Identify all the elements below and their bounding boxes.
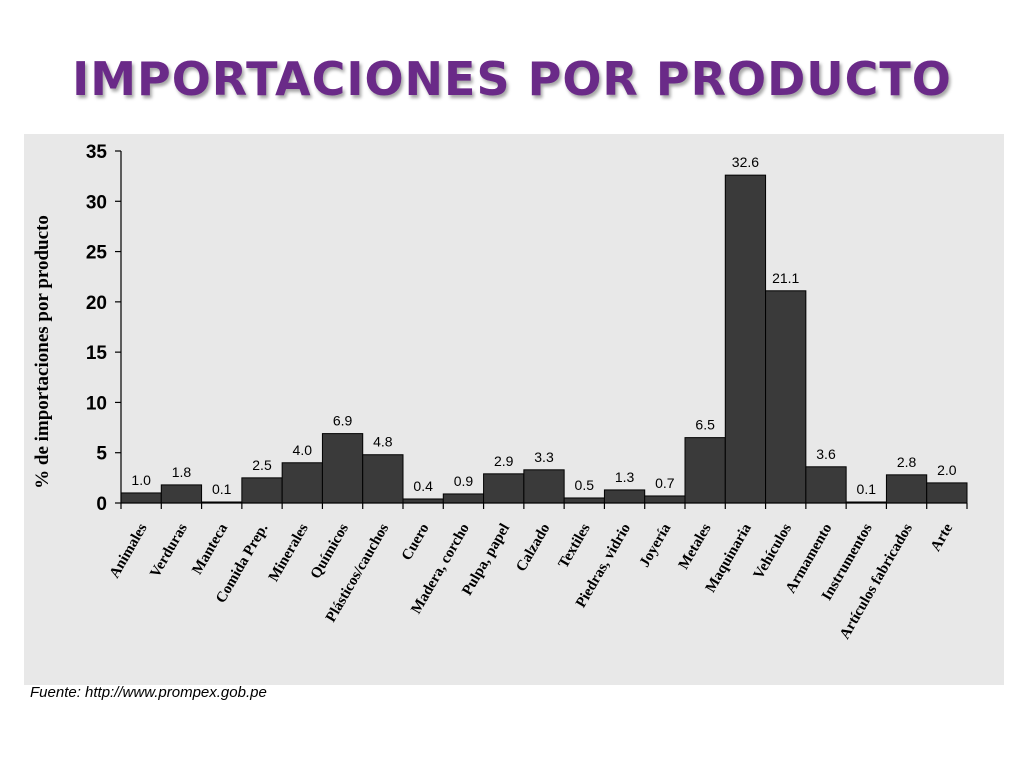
- category-label: Calzado: [513, 521, 553, 574]
- bar-chart: 0 5 10 15 20 25 30 35 1.0 Animales 1.8 Verduras 0.1 M…: [32, 142, 968, 642]
- bar: [241, 477, 283, 504]
- value-label: 3.6: [816, 446, 836, 462]
- value-label: 2.9: [494, 453, 514, 469]
- value-label: 0.9: [454, 473, 474, 489]
- y-tick-label: 15: [86, 343, 108, 364]
- value-label: 1.0: [131, 472, 151, 488]
- bar: [442, 493, 485, 504]
- y-tick-label: 20: [86, 293, 107, 314]
- category-label: Verduras: [147, 521, 191, 581]
- bar: [523, 469, 565, 504]
- source-note: Fuente: http://www.prompex.gob.pe: [30, 684, 267, 701]
- chart-panel: 0 5 10 15 20 25 30 35 1.0 Animales 1.8 Verduras 0.1 M…: [24, 134, 1004, 685]
- value-label: 2.8: [897, 454, 917, 470]
- value-label: 6.5: [695, 417, 715, 433]
- value-label: 6.9: [333, 413, 353, 429]
- bar: [885, 474, 928, 504]
- value-label: 0.4: [413, 478, 433, 494]
- value-label: 32.6: [732, 154, 759, 170]
- labels-group: 0 5 10 15 20 25 30 35 1.0 Animales 1.8 Verduras 0.1 M…: [86, 142, 957, 642]
- bar: [644, 495, 686, 504]
- bar: [362, 454, 404, 504]
- value-label: 21.1: [772, 270, 799, 286]
- y-tick-label: 35: [86, 142, 108, 163]
- category-label: Cuero: [399, 521, 433, 563]
- bar: [402, 498, 444, 504]
- value-label: 3.3: [534, 449, 554, 465]
- bar: [765, 290, 807, 504]
- bar: [805, 466, 847, 504]
- bar: [684, 437, 726, 504]
- category-label: Manteca: [189, 521, 231, 578]
- category-label: Químicos: [308, 521, 352, 582]
- category-label: Joyería: [637, 521, 675, 571]
- category-label: Vehículos: [751, 521, 796, 582]
- y-tick-label: 30: [86, 192, 107, 213]
- value-label: 1.8: [172, 464, 192, 480]
- bar: [281, 462, 323, 504]
- bar: [321, 433, 364, 504]
- category-label: Arte: [928, 521, 957, 555]
- bar: [926, 482, 968, 504]
- bars-group: [120, 174, 968, 504]
- value-label: 0.1: [212, 481, 232, 497]
- bar: [724, 174, 767, 504]
- category-label: Artículos fabricados: [837, 521, 916, 642]
- value-label: 4.8: [373, 434, 393, 450]
- bar: [160, 484, 203, 504]
- value-label: 0.7: [655, 475, 675, 491]
- y-tick-label: 0: [96, 494, 107, 515]
- y-tick-label: 25: [86, 243, 108, 264]
- category-label: Textiles: [556, 521, 594, 571]
- axes-group: [115, 150, 968, 509]
- value-label: 2.5: [252, 457, 272, 473]
- y-tick-label: 5: [96, 444, 107, 465]
- y-axis-label: % de importaciones por producto: [32, 215, 53, 489]
- value-label: 2.0: [937, 462, 957, 478]
- category-label: Metales: [676, 521, 715, 572]
- y-tick-label: 10: [86, 393, 107, 414]
- slide-title: IMPORTACIONES POR PRODUCTO: [72, 52, 952, 106]
- value-label: 4.0: [293, 442, 313, 458]
- category-label: Minerales: [266, 521, 312, 585]
- value-label: 0.1: [857, 481, 877, 497]
- category-label: Animales: [107, 521, 151, 581]
- bar: [603, 489, 646, 504]
- value-label: 1.3: [615, 469, 635, 485]
- bar: [483, 473, 525, 504]
- bar: [120, 492, 162, 504]
- value-label: 0.5: [575, 477, 595, 493]
- bar: [563, 497, 605, 504]
